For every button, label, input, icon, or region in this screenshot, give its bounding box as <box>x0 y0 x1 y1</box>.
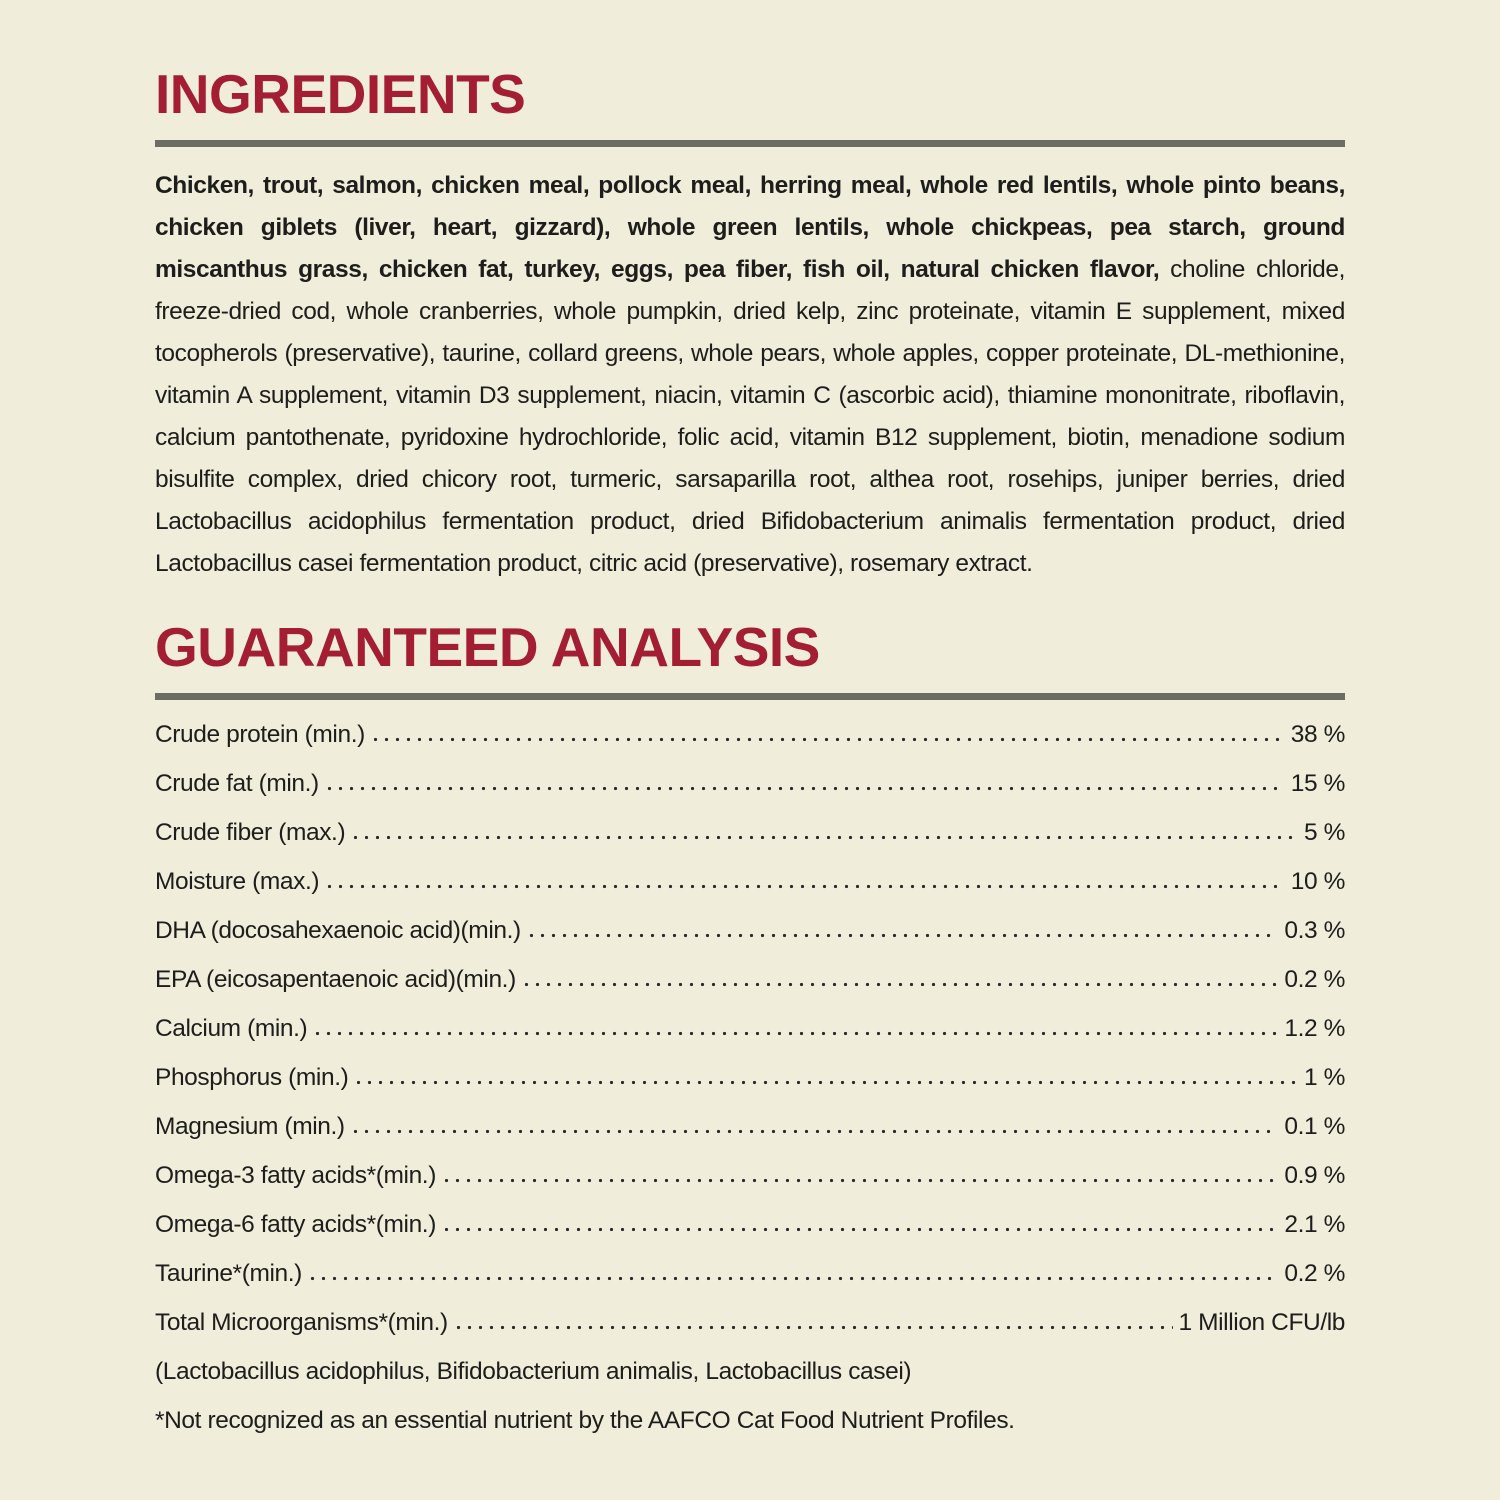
ingredients-divider-rule <box>155 139 1345 147</box>
ingredients-paragraph: Chicken, trout, salmon, chicken meal, po… <box>155 165 1345 585</box>
analysis-row-value: 5 % <box>1303 818 1345 846</box>
analysis-row-label: DHA (docosahexaenoic acid)(min.) <box>155 916 521 944</box>
dot-leader <box>455 1324 1173 1330</box>
dot-leader <box>326 785 1285 791</box>
table-row: Crude protein (min.) 38 % <box>155 710 1345 759</box>
dot-leader <box>356 1079 1298 1085</box>
analysis-row-label: Magnesium (min.) <box>155 1112 345 1140</box>
ingredients-title: INGREDIENTS <box>155 63 526 125</box>
ingredients-primary-list: Chicken, trout, salmon, chicken meal, po… <box>155 171 1345 283</box>
table-row: Omega-3 fatty acids*(min.) 0.9 % <box>155 1151 1345 1200</box>
analysis-row-value: 2.1 % <box>1284 1210 1345 1238</box>
analysis-row-label: Crude fiber (max.) <box>155 818 346 846</box>
analysis-row-label: Omega-3 fatty acids*(min.) <box>155 1161 436 1189</box>
analysis-row-label: Crude fat (min.) <box>155 769 319 797</box>
analysis-row-value: 0.1 % <box>1284 1112 1345 1140</box>
table-row: Moisture (max.) 10 % <box>155 857 1345 906</box>
analysis-row-value: 38 % <box>1290 720 1346 748</box>
analysis-row-value: 0.2 % <box>1284 1259 1345 1287</box>
analysis-row-value: 1 % <box>1303 1063 1345 1091</box>
microorganisms-note: (Lactobacillus acidophilus, Bifidobacter… <box>155 1357 912 1385</box>
dot-leader <box>309 1275 1279 1281</box>
table-row: Crude fat (min.) 15 % <box>155 759 1345 808</box>
analysis-divider-rule <box>155 692 1345 700</box>
analysis-row-label: Phosphorus (min.) <box>155 1063 349 1091</box>
analysis-row-label: Taurine*(min.) <box>155 1259 302 1287</box>
dot-leader <box>327 883 1285 889</box>
analysis-row-value: 0.3 % <box>1284 916 1345 944</box>
analysis-row-label: Omega-6 fatty acids*(min.) <box>155 1210 436 1238</box>
table-row: Magnesium (min.) 0.1 % <box>155 1102 1345 1151</box>
dot-leader <box>523 981 1279 987</box>
table-row: EPA (eicosapentaenoic acid)(min.) 0.2 % <box>155 955 1345 1004</box>
dot-leader <box>353 834 1298 840</box>
analysis-row-value: 10 % <box>1290 867 1346 895</box>
analysis-row-label: Moisture (max.) <box>155 867 320 895</box>
table-row: Taurine*(min.) 0.2 % <box>155 1249 1345 1298</box>
aafco-footnote: *Not recognized as an essential nutrient… <box>155 1406 1015 1434</box>
analysis-row-label: Total Microorganisms*(min.) <box>155 1308 448 1336</box>
table-row: Calcium (min.) 1.2 % <box>155 1004 1345 1053</box>
table-row: DHA (docosahexaenoic acid)(min.) 0.3 % <box>155 906 1345 955</box>
table-row: Phosphorus (min.) 1 % <box>155 1053 1345 1102</box>
table-row: Omega-6 fatty acids*(min.) 2.1 % <box>155 1200 1345 1249</box>
dot-leader <box>443 1226 1279 1232</box>
analysis-row-value: 0.2 % <box>1284 965 1345 993</box>
table-row: Crude fiber (max.) 5 % <box>155 808 1345 857</box>
analysis-row-label: Crude protein (min.) <box>155 720 365 748</box>
analysis-row-value: 0.9 % <box>1284 1161 1345 1189</box>
analysis-row-value: 1.2 % <box>1284 1014 1345 1042</box>
dot-leader <box>443 1177 1279 1183</box>
analysis-row-value: 15 % <box>1290 769 1346 797</box>
guaranteed-analysis-title: GUARANTEED ANALYSIS <box>155 615 820 678</box>
ingredients-secondary-list: choline chloride, freeze-dried cod, whol… <box>155 255 1345 577</box>
dot-leader <box>372 736 1285 742</box>
guaranteed-analysis-table: Crude protein (min.) 38 % Crude fat (min… <box>155 710 1345 1347</box>
analysis-row-label: Calcium (min.) <box>155 1014 308 1042</box>
table-row: Total Microorganisms*(min.) 1 Million CF… <box>155 1298 1345 1347</box>
dot-leader <box>528 932 1279 938</box>
analysis-row-value: 1 Million CFU/lb <box>1178 1308 1346 1336</box>
dot-leader <box>352 1128 1279 1134</box>
dot-leader <box>315 1030 1279 1036</box>
analysis-row-label: EPA (eicosapentaenoic acid)(min.) <box>155 965 516 993</box>
